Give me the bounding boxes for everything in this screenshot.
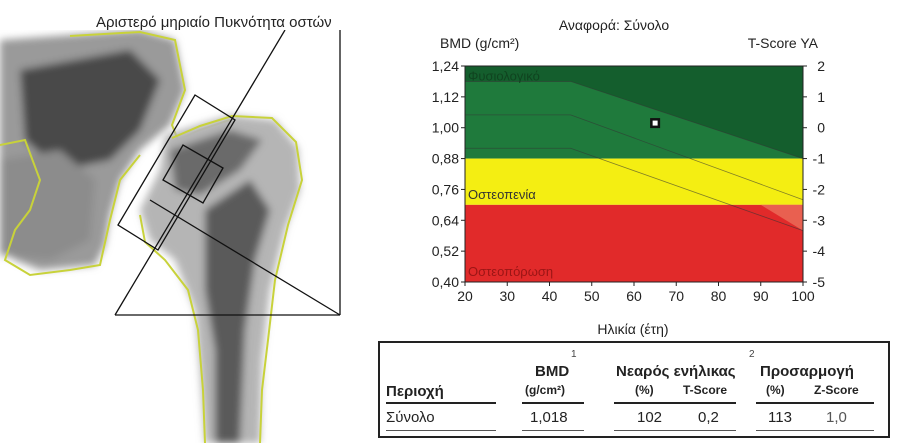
t-tick-label-0: 2 bbox=[817, 58, 825, 74]
y-tick-label-7: 0,40 bbox=[432, 274, 459, 290]
bmd-reference-chart: Αναφορά: Σύνολο BMD (g/cm²) T-Score YA Φ… bbox=[420, 10, 890, 340]
patient-point-inner bbox=[652, 120, 658, 126]
x-tick-label-1: 30 bbox=[499, 288, 515, 304]
y-tick-label-3: 0,88 bbox=[432, 151, 459, 167]
col-young-pct: (%) bbox=[635, 383, 654, 397]
band-2 bbox=[465, 204, 803, 282]
young-header-rule bbox=[614, 402, 736, 404]
bmd-chart-svg: Αναφορά: Σύνολο BMD (g/cm²) T-Score YA Φ… bbox=[432, 17, 825, 337]
row-rule-young bbox=[614, 430, 736, 431]
scan-title: Αριστερό μηριαίο Πυκνότητα οστών bbox=[96, 14, 332, 31]
col-bmd-header: BMD bbox=[535, 363, 570, 380]
y-tick-label-4: 0,76 bbox=[432, 181, 459, 197]
col-young-adult-header: Νεαρός ενήλικας bbox=[616, 363, 736, 380]
neck-roi-box bbox=[117, 94, 236, 251]
y-tick-label-0: 1,24 bbox=[432, 58, 459, 74]
col-region-header: Περιοχή bbox=[386, 383, 444, 400]
chart-ylabel-right: T-Score YA bbox=[748, 35, 819, 51]
pelvis-shape bbox=[0, 30, 185, 270]
band-label-0: Φυσιολογικό bbox=[468, 68, 540, 83]
young-footnote-marker: 2 bbox=[749, 349, 755, 360]
t-tick-label-3: -1 bbox=[813, 151, 826, 167]
y-tick-label-6: 0,52 bbox=[432, 243, 459, 259]
bmd-footnote-marker: 1 bbox=[571, 349, 577, 360]
row-bmd: 1,018 bbox=[530, 409, 568, 426]
x-tick-label-4: 60 bbox=[626, 288, 642, 304]
plot-area: Φυσιολογικό Οστεοπενία Οστεοπόρωση 1,24 1,12… bbox=[432, 58, 825, 304]
femur-shape bbox=[140, 115, 300, 443]
row-rule-age bbox=[756, 430, 874, 431]
row-age-pct: 113 bbox=[768, 409, 792, 426]
chart-xlabel: Ηλικία (έτη) bbox=[597, 321, 668, 337]
x-tick-label-3: 50 bbox=[584, 288, 600, 304]
band-dark-green bbox=[465, 66, 803, 159]
t-tick-label-7: -5 bbox=[813, 274, 826, 290]
t-tick-label-2: 0 bbox=[817, 120, 825, 136]
y-tick-label-2: 1,00 bbox=[432, 120, 459, 136]
row-region: Σύνολο bbox=[386, 409, 435, 426]
x-tick-label-6: 80 bbox=[711, 288, 727, 304]
col-bmd-unit: (g/cm²) bbox=[525, 383, 565, 397]
col-young-tscore: T-Score bbox=[683, 383, 728, 397]
wards-roi-box bbox=[162, 144, 224, 204]
age-header-rule bbox=[756, 402, 874, 404]
band-1 bbox=[465, 158, 803, 205]
reference-curve-middle bbox=[465, 114, 804, 201]
x-tick-label-0: 20 bbox=[457, 288, 473, 304]
t-tick-label-4: -2 bbox=[813, 181, 826, 197]
col-age-zscore: Z-Score bbox=[814, 383, 859, 397]
t-tick-label-1: 1 bbox=[817, 89, 825, 105]
x-tick-label-5: 70 bbox=[668, 288, 684, 304]
row-rule-region bbox=[386, 430, 496, 431]
chart-ylabel-left: BMD (g/cm²) bbox=[440, 35, 519, 51]
hip-scan-svg bbox=[0, 29, 341, 444]
reference-curve-lower bbox=[465, 147, 804, 231]
band-red-highlight bbox=[760, 204, 803, 231]
hip-scan-image bbox=[0, 29, 345, 444]
col-age-matched-header: Προσαρμογή bbox=[760, 363, 854, 380]
x-tick-label-7: 90 bbox=[753, 288, 769, 304]
band-label-2: Οστεοπόρωση bbox=[468, 264, 553, 279]
x-tick-label-8: 100 bbox=[791, 288, 815, 304]
t-tick-label-6: -4 bbox=[813, 243, 826, 259]
row-rule-bmd bbox=[522, 430, 584, 431]
reference-curve-upper bbox=[465, 81, 804, 159]
band-label-1: Οστεοπενία bbox=[468, 187, 536, 202]
region-header-rule bbox=[386, 402, 496, 404]
chart-reference-label: Αναφορά: Σύνολο bbox=[559, 17, 669, 33]
y-tick-label-5: 0,64 bbox=[432, 212, 459, 228]
t-tick-label-5: -3 bbox=[813, 212, 826, 228]
y-tick-label-1: 1,12 bbox=[432, 89, 459, 105]
results-table: 1 BMD (g/cm²) 2 Νεαρός ενήλικας (%) T-Sc… bbox=[378, 341, 890, 438]
row-young-pct: 102 bbox=[637, 409, 663, 426]
x-tick-label-2: 40 bbox=[542, 288, 558, 304]
row-t-score: 0,2 bbox=[698, 409, 719, 426]
row-z-score: 1,0 bbox=[826, 409, 847, 426]
col-age-pct: (%) bbox=[766, 383, 785, 397]
bmd-header-rule bbox=[522, 402, 584, 404]
